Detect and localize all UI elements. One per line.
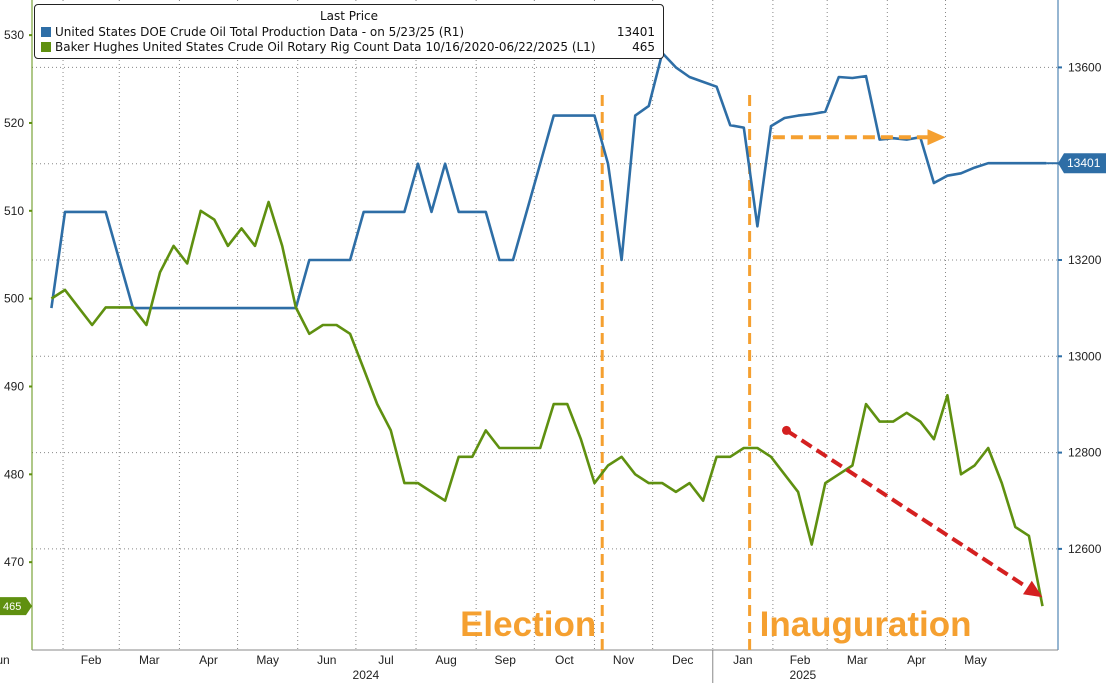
x-tick-label: Jul (378, 653, 393, 667)
series-line-rig-count (50, 200, 1044, 607)
x-tick-label: Nov (613, 653, 634, 667)
legend-value-production: 13401 (616, 25, 655, 39)
x-tick-label: Feb (81, 653, 102, 667)
x-tick-label: Apr (907, 653, 926, 667)
x-year-label: 2024 (353, 668, 380, 682)
y-left-tick-label: 510 (4, 204, 24, 218)
rig-count-last-value: 465 (3, 601, 21, 613)
production-last-value-tag (1058, 153, 1106, 174)
x-tick-label: Mar (139, 653, 160, 667)
annotation-label-inauguration: Inauguration (760, 605, 972, 644)
annotation-label-election: Election (460, 605, 596, 644)
legend-swatch-rig-count (41, 42, 51, 52)
plot-area (32, 0, 1058, 650)
production-last-value: 13401 (1067, 156, 1101, 170)
x-tick-label: Sep (495, 653, 517, 667)
x-tick-label: Apr (199, 653, 218, 667)
rig-count-decline-arrow-shaft (785, 428, 1029, 590)
y-right-tick-label: 13600 (1068, 60, 1102, 74)
x-tick-label: Oct (555, 653, 574, 667)
chart-legend: Last Price United States DOE Crude Oil T… (34, 4, 664, 59)
rig-count-decline-arrow-head (1023, 580, 1043, 598)
x-tick-label: May (964, 653, 987, 667)
legend-entry-production: United States DOE Crude Oil Total Produc… (41, 25, 655, 39)
rig-count-decline-arrow-start (781, 425, 791, 435)
x-tick-label: Jan (733, 653, 752, 667)
y-right-tick-label: 12800 (1068, 446, 1102, 460)
series-line-production (50, 51, 1047, 310)
legend-label-production: United States DOE Crude Oil Total Produc… (55, 25, 465, 39)
rig-count-last-value-tag (0, 597, 32, 616)
x-tick-label: Feb (790, 653, 811, 667)
x-year-label: 2025 (790, 668, 817, 682)
y-left-tick-label: 520 (4, 116, 24, 130)
y-left-tick-label: 490 (4, 379, 24, 393)
x-tick-label: Jun (317, 653, 336, 667)
legend-entry-rig-count: Baker Hughes United States Crude Oil Rot… (41, 40, 655, 54)
x-tick-label: Dec (672, 653, 693, 667)
y-left-tick-label: 530 (4, 28, 24, 42)
y-right-tick-label: 13000 (1068, 349, 1102, 363)
y-left-tick-label: 500 (4, 292, 24, 306)
y-right-tick-label: 12600 (1068, 542, 1102, 556)
y-left-tick-label: 480 (4, 467, 24, 481)
x-tick-label: Mar (847, 653, 868, 667)
x-tick-label: Aug (435, 653, 456, 667)
x-tick-label: May (256, 653, 279, 667)
legend-value-rig-count: 465 (632, 40, 655, 54)
legend-swatch-production (41, 27, 51, 37)
legend-label-rig-count: Baker Hughes United States Crude Oil Rot… (55, 40, 596, 54)
y-left-tick-label: 470 (4, 555, 24, 569)
legend-header: Last Price (319, 9, 379, 23)
production-flat-arrow-head (927, 129, 946, 146)
x-tick-label: Jun (0, 653, 10, 667)
y-right-tick-label: 13200 (1068, 253, 1102, 267)
